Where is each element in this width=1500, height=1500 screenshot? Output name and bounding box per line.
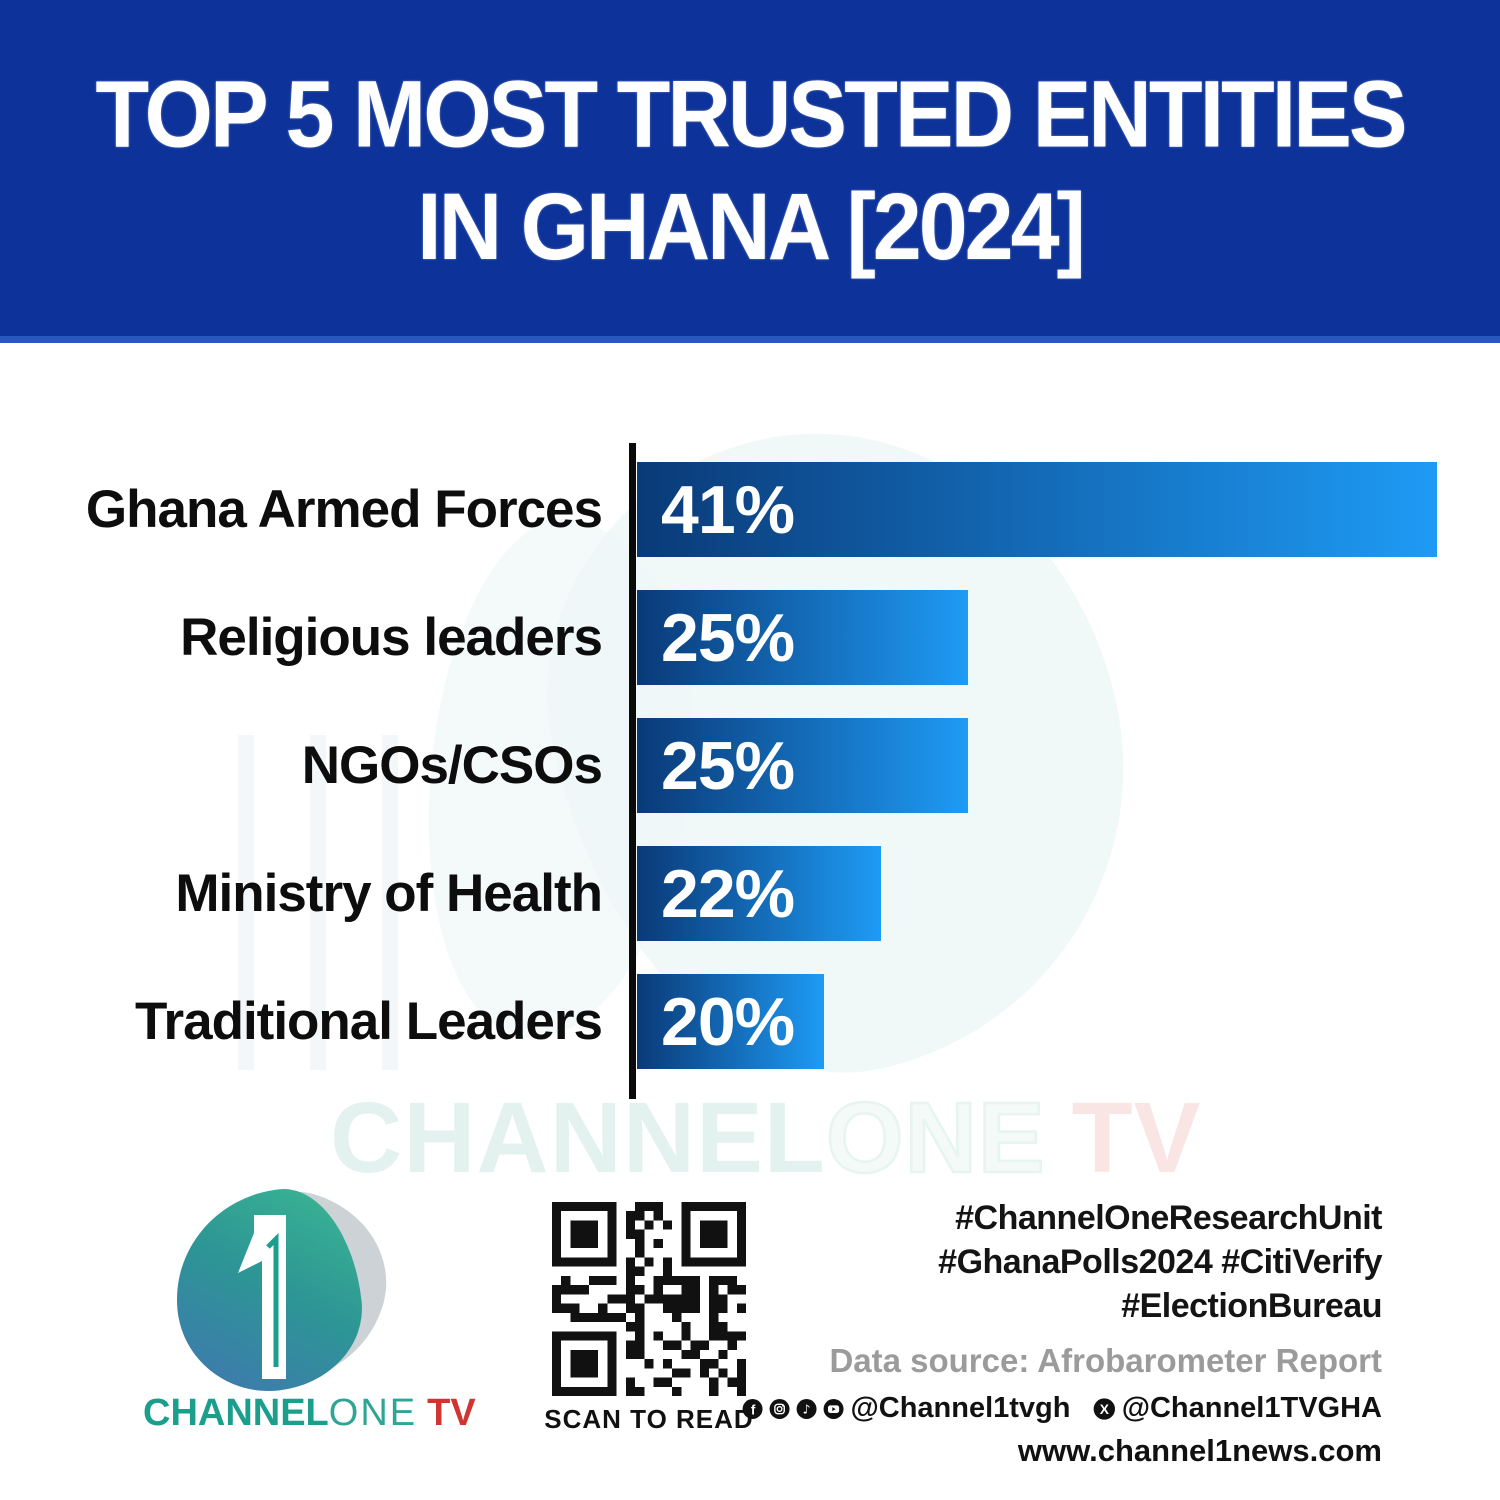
qr-caption: SCAN TO READ [544,1404,754,1434]
social-handle-main: @Channel1tvgh [850,1392,1071,1424]
background-watermark-strips [238,735,408,1070]
hashtag-line: #ElectionBureau [1121,1287,1382,1325]
chart-row: Traditional Leaders 20% [0,974,1500,1069]
footer-right-column: #ChannelOneResearchUnit #GhanaPolls2024 … [742,1196,1383,1469]
instagram-icon [769,1398,790,1419]
category-label: Religious leaders [180,608,603,667]
hashtags-block: #ChannelOneResearchUnit #GhanaPolls2024 … [742,1196,1382,1328]
logo-one-numeral [238,1215,286,1379]
wordmark-tv: TV [427,1392,476,1434]
header-banner: TOP 5 MOST TRUSTED ENTITIES IN GHANA [20… [0,0,1500,343]
qr-code [552,1202,746,1396]
chart-row: NGOs/CSOs 25% [0,718,1500,813]
bar-value-label: 41% [661,471,795,548]
category-label: NGOs/CSOs [301,736,603,795]
channel-one-logo [150,1172,410,1435]
bar: 25% [637,590,968,685]
logo-wordmark: CHANNELONE TV [143,1392,476,1435]
hashtag-line: #ChannelOneResearchUnit [955,1199,1382,1237]
hashtag-line: #GhanaPolls2024 #CitiVerify [938,1243,1382,1281]
svg-text:X: X [1100,1401,1110,1417]
website-url: www.channel1news.com [1017,1433,1382,1468]
chart-axis-line [629,443,636,1099]
watermark-channel: CHANNEL [330,1082,826,1194]
chart-row: Religious leaders 25% [0,590,1500,685]
tiktok-icon: ♪ [796,1398,817,1419]
x-icon: X [1093,1397,1116,1420]
category-label: Traditional Leaders [135,992,603,1051]
bar: 25% [637,718,968,813]
watermark-tv: TV [1071,1082,1202,1194]
watermark-one: ONE [825,1082,1046,1194]
social-row: f ♪ @Channel1tvgh X @ [742,1392,1382,1425]
bar: 20% [637,974,824,1069]
svg-text:f: f [751,1402,756,1417]
watermark-wordmark: CHANNELONE TV [330,1087,1201,1190]
chart-row: Ministry of Health 22% [0,846,1500,941]
bar: 22% [637,846,881,941]
bar-value-label: 25% [661,727,795,804]
page-title-line2: IN GHANA [2024] [417,172,1086,280]
category-label: Ghana Armed Forces [85,480,603,539]
social-handle-x: @Channel1TVGHA [1121,1392,1382,1424]
bar: 41% [637,462,1437,557]
svg-text:♪: ♪ [803,1402,811,1416]
bar-value-label: 20% [661,983,795,1060]
facebook-icon: f [742,1398,763,1419]
bar-value-label: 25% [661,599,795,676]
page-title: TOP 5 MOST TRUSTED ENTITIES IN GHANA [20… [0,58,1500,283]
bar-chart: Ghana Armed Forces 41% Religious leaders 25… [0,443,1500,1099]
data-source-note: Data source: Afrobarometer Report [829,1342,1382,1379]
wordmark-one: ONE [328,1392,418,1434]
page-title-line1: TOP 5 MOST TRUSTED ENTITIES [95,60,1407,168]
chart-row: Ghana Armed Forces 41% [0,462,1500,557]
bar-value-label: 22% [661,855,795,932]
youtube-icon [823,1398,844,1419]
wordmark-channel: CHANNEL [143,1392,329,1434]
category-label: Ministry of Health [175,864,603,923]
